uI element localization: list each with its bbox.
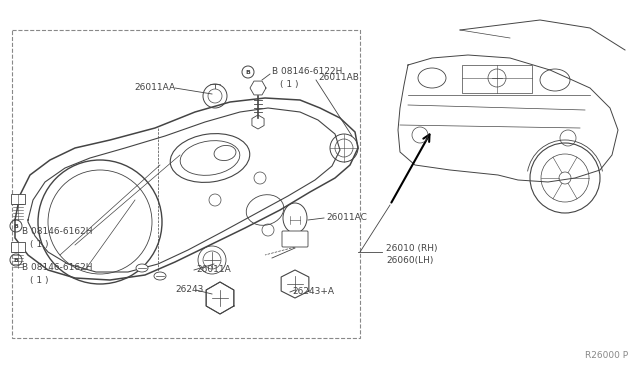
Text: R26000 P: R26000 P: [585, 351, 628, 360]
Text: B 08146-6122H: B 08146-6122H: [272, 67, 342, 77]
Text: ( 1 ): ( 1 ): [30, 276, 49, 285]
Text: B 08146-6162H: B 08146-6162H: [22, 228, 93, 237]
Text: 26243: 26243: [175, 285, 204, 295]
Bar: [462, 65, 532, 93]
Text: 26060(LH): 26060(LH): [386, 256, 433, 264]
Text: 26011AC: 26011AC: [326, 214, 367, 222]
Ellipse shape: [136, 264, 148, 272]
Bar: [12, 30, 360, 338]
Text: 26010 (RH): 26010 (RH): [386, 244, 438, 253]
Bar: [11, 242, 25, 252]
Text: B: B: [246, 70, 250, 75]
Text: ( 1 ): ( 1 ): [280, 80, 298, 89]
Text: 26011AA: 26011AA: [134, 83, 175, 93]
Text: 26243+A: 26243+A: [292, 288, 334, 296]
Text: 26011A: 26011A: [196, 266, 231, 275]
Text: ( 1 ): ( 1 ): [30, 240, 49, 248]
Ellipse shape: [154, 272, 166, 280]
Text: B: B: [13, 258, 19, 263]
Text: 26011AB: 26011AB: [318, 74, 359, 83]
Text: B: B: [13, 224, 19, 229]
Text: B 08146-6162H: B 08146-6162H: [22, 263, 93, 273]
FancyBboxPatch shape: [282, 231, 308, 247]
Bar: [11, 194, 25, 204]
